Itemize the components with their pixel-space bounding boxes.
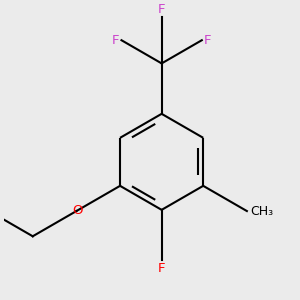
- Text: F: F: [158, 262, 165, 275]
- Text: F: F: [158, 3, 165, 16]
- Text: F: F: [204, 34, 212, 47]
- Text: CH₃: CH₃: [250, 205, 273, 218]
- Text: F: F: [112, 34, 119, 47]
- Text: O: O: [73, 204, 83, 217]
